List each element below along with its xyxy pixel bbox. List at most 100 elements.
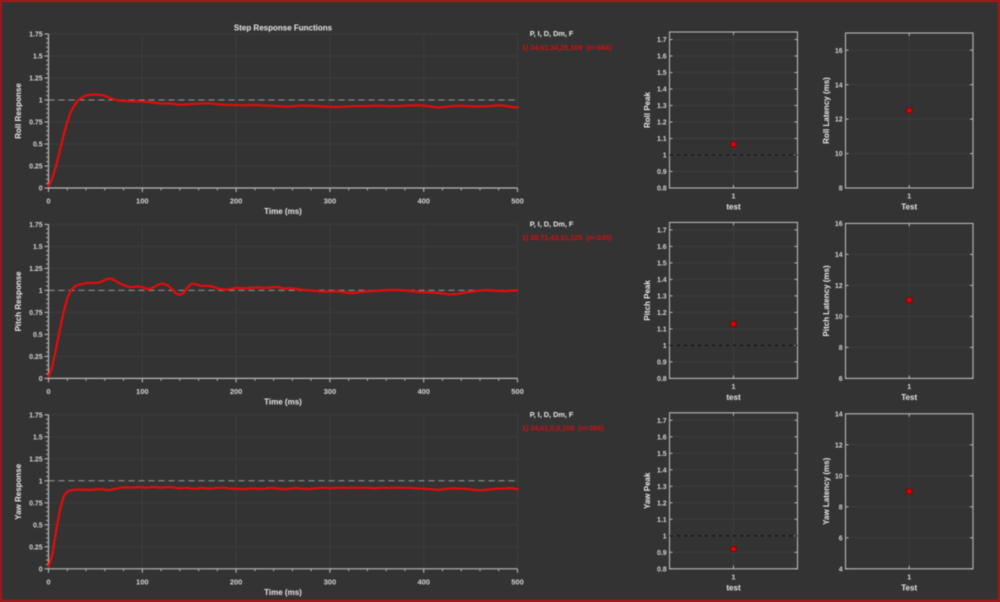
svg-text:400: 400: [417, 387, 430, 396]
svg-text:1.7: 1.7: [657, 228, 667, 235]
svg-text:1.5: 1.5: [33, 54, 43, 61]
svg-text:1: 1: [731, 572, 735, 581]
svg-text:0.5: 0.5: [33, 142, 43, 149]
svg-text:400: 400: [417, 577, 430, 586]
svg-text:test: test: [726, 203, 741, 212]
svg-text:4: 4: [839, 566, 843, 573]
svg-text:0: 0: [39, 376, 43, 383]
svg-text:8: 8: [839, 345, 843, 352]
svg-text:1.2: 1.2: [657, 500, 667, 507]
svg-text:Test: Test: [901, 583, 917, 592]
svg-text:1.25: 1.25: [29, 76, 43, 83]
svg-text:0.75: 0.75: [29, 120, 43, 127]
svg-text:1.3: 1.3: [657, 484, 667, 491]
svg-text:Test: Test: [901, 393, 917, 402]
svg-text:P, I, D, Dm, F: P, I, D, Dm, F: [530, 219, 574, 228]
svg-text:Pitch Latency (ms): Pitch Latency (ms): [822, 265, 831, 336]
svg-text:1: 1: [39, 98, 43, 105]
svg-text:1: 1: [907, 192, 911, 201]
svg-text:1: 1: [663, 533, 667, 540]
svg-text:Pitch Response: Pitch Response: [14, 271, 23, 332]
svg-text:Yaw Response: Yaw Response: [14, 463, 23, 520]
svg-text:0.25: 0.25: [29, 544, 43, 551]
svg-text:500: 500: [511, 577, 524, 586]
svg-text:Time (ms): Time (ms): [264, 588, 302, 597]
svg-text:1: 1: [663, 153, 667, 160]
svg-text:1.75: 1.75: [29, 222, 43, 229]
svg-text:12: 12: [835, 117, 843, 124]
svg-text:1.6: 1.6: [657, 434, 667, 441]
svg-text:Test: Test: [901, 203, 917, 212]
svg-text:Step Response Functions: Step Response Functions: [234, 24, 333, 33]
svg-text:1.5: 1.5: [657, 70, 667, 77]
svg-text:1.4: 1.4: [657, 87, 667, 94]
svg-text:1.1: 1.1: [657, 517, 667, 524]
svg-text:test: test: [726, 393, 741, 402]
svg-text:1: 1: [731, 382, 735, 391]
svg-text:16: 16: [835, 221, 843, 228]
svg-text:0.5: 0.5: [33, 522, 43, 529]
svg-text:0: 0: [39, 566, 43, 573]
svg-text:1.5: 1.5: [33, 244, 43, 251]
svg-text:0.8: 0.8: [657, 186, 667, 193]
svg-text:0.9: 0.9: [657, 169, 667, 176]
svg-text:P, I, D, Dm, F: P, I, D, Dm, F: [530, 410, 574, 419]
svg-text:6: 6: [839, 376, 843, 383]
svg-text:1.4: 1.4: [657, 467, 667, 474]
svg-text:1.5: 1.5: [657, 451, 667, 458]
svg-text:0.25: 0.25: [29, 164, 43, 171]
svg-text:10: 10: [835, 314, 843, 321]
svg-text:10: 10: [835, 151, 843, 158]
svg-text:1.2: 1.2: [657, 120, 667, 127]
svg-text:1: 1: [39, 478, 43, 485]
svg-text:1.3: 1.3: [657, 103, 667, 110]
svg-text:300: 300: [324, 577, 337, 586]
svg-text:Time (ms): Time (ms): [264, 397, 302, 406]
svg-text:300: 300: [324, 387, 337, 396]
svg-text:0.8: 0.8: [657, 566, 667, 573]
svg-text:100: 100: [136, 197, 149, 206]
svg-text:14: 14: [835, 82, 843, 89]
svg-text:Yaw Latency (ms): Yaw Latency (ms): [822, 457, 831, 524]
svg-text:0.75: 0.75: [29, 500, 43, 507]
svg-text:500: 500: [511, 197, 524, 206]
svg-text:Time (ms): Time (ms): [264, 207, 302, 216]
svg-text:1.7: 1.7: [657, 418, 667, 425]
svg-text:1.25: 1.25: [29, 266, 43, 273]
svg-text:200: 200: [230, 197, 243, 206]
svg-text:0.5: 0.5: [33, 332, 43, 339]
svg-text:1: 1: [663, 343, 667, 350]
svg-text:1) 39,71,43,31,125 (n=245): 1) 39,71,43,31,125 (n=245): [522, 233, 612, 242]
svg-text:1: 1: [907, 572, 911, 581]
svg-text:0: 0: [46, 197, 50, 206]
svg-text:200: 200: [230, 387, 243, 396]
svg-text:14: 14: [835, 411, 843, 418]
svg-text:1.75: 1.75: [29, 32, 43, 39]
svg-text:6: 6: [839, 535, 843, 542]
svg-text:0.9: 0.9: [657, 550, 667, 557]
svg-text:1.5: 1.5: [33, 434, 43, 441]
svg-text:1.25: 1.25: [29, 456, 43, 463]
svg-text:1.3: 1.3: [657, 294, 667, 301]
svg-text:0.8: 0.8: [657, 376, 667, 383]
svg-text:0: 0: [46, 577, 50, 586]
svg-text:8: 8: [839, 186, 843, 193]
svg-text:1.1: 1.1: [657, 136, 667, 143]
svg-text:300: 300: [324, 197, 337, 206]
svg-text:1.6: 1.6: [657, 244, 667, 251]
svg-text:14: 14: [835, 252, 843, 259]
svg-text:1.1: 1.1: [657, 327, 667, 334]
svg-text:0.75: 0.75: [29, 310, 43, 317]
svg-text:1: 1: [731, 192, 735, 201]
svg-text:Roll Latency (ms): Roll Latency (ms): [822, 77, 831, 144]
svg-text:400: 400: [417, 197, 430, 206]
svg-text:Yaw Peak: Yaw Peak: [643, 472, 652, 509]
svg-text:1.4: 1.4: [657, 277, 667, 284]
svg-text:0: 0: [46, 387, 50, 396]
svg-text:12: 12: [835, 283, 843, 290]
svg-text:1.7: 1.7: [657, 37, 667, 44]
svg-text:8: 8: [839, 504, 843, 511]
svg-text:1: 1: [907, 382, 911, 391]
svg-text:P, I, D, Dm, F: P, I, D, Dm, F: [530, 29, 574, 38]
svg-text:16: 16: [835, 48, 843, 55]
